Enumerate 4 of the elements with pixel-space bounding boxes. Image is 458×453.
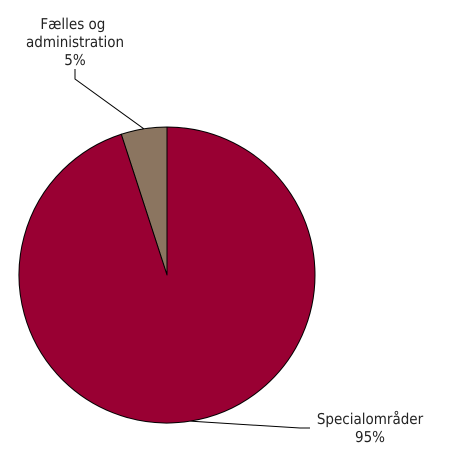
slice-label: Specialområder [316,410,424,428]
data-label: 5% [64,51,86,69]
slice-label: Fælles og administration [26,15,124,51]
data-label: 95% [355,428,386,446]
